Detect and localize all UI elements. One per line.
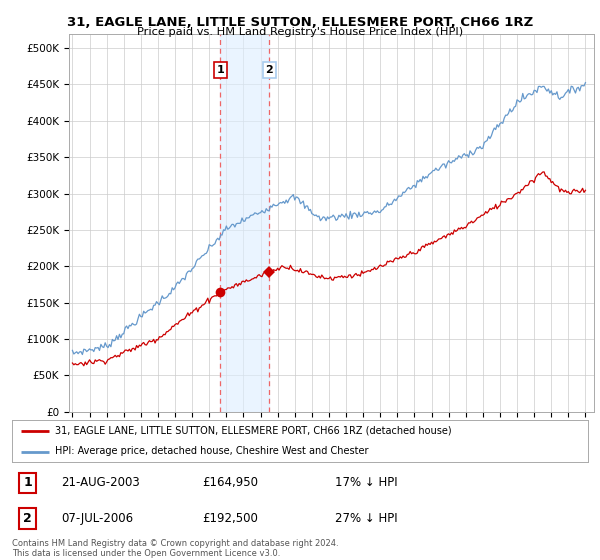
Text: 27% ↓ HPI: 27% ↓ HPI (335, 512, 397, 525)
Bar (220, 34, 269, 412)
Text: 17% ↓ HPI: 17% ↓ HPI (335, 477, 397, 489)
Text: Price paid vs. HM Land Registry's House Price Index (HPI): Price paid vs. HM Land Registry's House … (137, 27, 463, 37)
Text: 2: 2 (23, 512, 32, 525)
Text: 31, EAGLE LANE, LITTLE SUTTON, ELLESMERE PORT, CH66 1RZ (detached house): 31, EAGLE LANE, LITTLE SUTTON, ELLESMERE… (55, 426, 452, 436)
Text: 31, EAGLE LANE, LITTLE SUTTON, ELLESMERE PORT, CH66 1RZ: 31, EAGLE LANE, LITTLE SUTTON, ELLESMERE… (67, 16, 533, 29)
Text: 1: 1 (23, 477, 32, 489)
Text: 1: 1 (216, 65, 224, 75)
Text: £192,500: £192,500 (202, 512, 258, 525)
Text: 21-AUG-2003: 21-AUG-2003 (61, 477, 140, 489)
Text: 2: 2 (266, 65, 273, 75)
Text: Contains HM Land Registry data © Crown copyright and database right 2024.
This d: Contains HM Land Registry data © Crown c… (12, 539, 338, 558)
Text: HPI: Average price, detached house, Cheshire West and Chester: HPI: Average price, detached house, Ches… (55, 446, 368, 456)
Text: 07-JUL-2006: 07-JUL-2006 (61, 512, 133, 525)
Text: £164,950: £164,950 (202, 477, 258, 489)
